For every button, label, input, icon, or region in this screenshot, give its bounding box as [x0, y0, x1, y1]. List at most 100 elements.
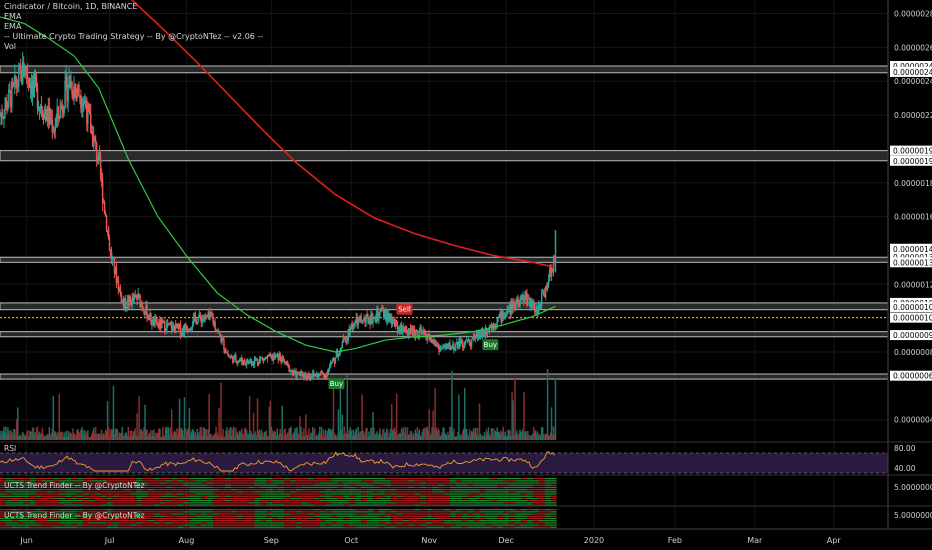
volume-bar — [446, 435, 448, 440]
trend-finder-cell — [296, 480, 303, 482]
trend-finder-cell — [266, 482, 273, 484]
trend-finder-cell — [520, 486, 528, 489]
volume-bar — [362, 430, 364, 440]
trend-finder-cell — [65, 502, 72, 504]
trend-finder-cell — [325, 491, 332, 493]
trend-finder-cell — [509, 486, 516, 489]
trend-finder-cell — [41, 478, 48, 480]
trend-finder-cell — [497, 502, 504, 504]
trend-finder-cell — [100, 478, 107, 480]
volume-bar — [383, 428, 385, 440]
trend-finder-cell — [331, 495, 338, 497]
volume-bar — [543, 435, 546, 440]
candle-body — [170, 324, 173, 331]
trend-finder-cell — [461, 497, 468, 500]
volume-bar — [461, 430, 464, 440]
volume-bar — [147, 435, 149, 440]
trend-finder-cell — [473, 520, 480, 522]
candle-body — [269, 353, 272, 356]
trend-finder-cell — [118, 513, 125, 515]
trend-finder-cell — [59, 497, 66, 500]
candle-body — [70, 82, 72, 88]
volume-bar — [273, 431, 276, 440]
trend-finder-cell — [94, 482, 101, 484]
trend-finder-cell — [367, 511, 374, 513]
trend-finder-cell — [284, 517, 291, 520]
trend-finder-cell — [526, 520, 533, 522]
trend-finder-cell — [438, 489, 445, 491]
volume-bar — [183, 397, 186, 440]
candle-body — [419, 328, 422, 332]
candle-body — [92, 136, 95, 147]
trend-finder-cell — [236, 515, 243, 517]
trend-finder-cell — [449, 484, 457, 486]
price-tag-box — [890, 66, 932, 77]
trend-finder-cell — [183, 517, 190, 520]
volume-bar — [197, 435, 200, 440]
trend-finder-cell — [461, 504, 468, 506]
trend-finder-cell — [467, 509, 474, 511]
volume-bar — [48, 427, 51, 440]
volume-bar — [191, 428, 194, 440]
trend-finder-cell — [349, 489, 356, 491]
trend-finder-cell — [76, 502, 84, 504]
sr-zone — [0, 65, 889, 74]
volume-bar — [40, 432, 43, 440]
trend-finder-cell — [100, 486, 107, 489]
time-tick-label: Jul — [104, 536, 115, 545]
candle-body — [410, 327, 413, 331]
trend-finder-cell — [296, 497, 303, 500]
trend-finder-cell — [520, 511, 528, 513]
volume-bar — [519, 429, 521, 440]
volume-bar — [83, 435, 85, 440]
candle-body — [139, 295, 141, 307]
trend-finder-cell — [254, 486, 261, 489]
volume-bar — [202, 427, 205, 440]
trend-finder-cell — [17, 497, 24, 500]
trend-finder-cell — [455, 480, 462, 482]
candle-body — [329, 363, 332, 367]
trend-finder-cell — [515, 520, 522, 522]
trend-finder-cell — [278, 511, 285, 513]
trend-finder-cell — [325, 500, 332, 502]
trend-finder-cell — [438, 526, 445, 528]
candle-body — [171, 325, 174, 331]
trend-finder-cell — [367, 478, 374, 480]
trend-finder-cell — [526, 513, 533, 515]
candle-body — [152, 319, 154, 326]
volume-bar — [112, 385, 115, 440]
candle-body — [126, 299, 129, 308]
time-tick-label: Oct — [344, 536, 358, 545]
trend-finder-cell — [444, 509, 451, 511]
trend-finder-cell — [473, 497, 480, 500]
trend-finder-cell — [224, 484, 232, 486]
candle-body — [534, 303, 536, 313]
trend-finder-cell — [76, 482, 84, 484]
candle-body — [202, 318, 205, 320]
trend-finder-cell — [420, 486, 427, 489]
candle-body — [119, 287, 122, 293]
candle-body — [482, 330, 485, 336]
candle-body — [244, 362, 247, 365]
trend-finder-cell — [402, 482, 409, 484]
trend-finder-cell — [491, 526, 498, 528]
trend-finder-cell — [59, 513, 66, 515]
volume-bar — [59, 432, 61, 440]
volume-bar — [266, 436, 269, 440]
volume-bar — [281, 405, 283, 440]
trend-finder-cell — [426, 497, 433, 500]
trend-finder-cell — [473, 517, 480, 520]
trend-finder-cell — [0, 520, 7, 522]
trend-finder-cell — [88, 489, 95, 491]
trend-finder-cell — [420, 491, 427, 493]
trend-finder-cell — [390, 497, 397, 500]
trend-finder-cell — [65, 504, 72, 506]
trend-finder-cell — [47, 486, 54, 489]
trend-finder-cell — [5, 486, 13, 489]
trend-finder-cell — [11, 504, 18, 506]
trend-finder-cell — [509, 500, 516, 502]
trend-finder-cell — [526, 526, 533, 528]
trend-finder-cell — [402, 495, 409, 497]
